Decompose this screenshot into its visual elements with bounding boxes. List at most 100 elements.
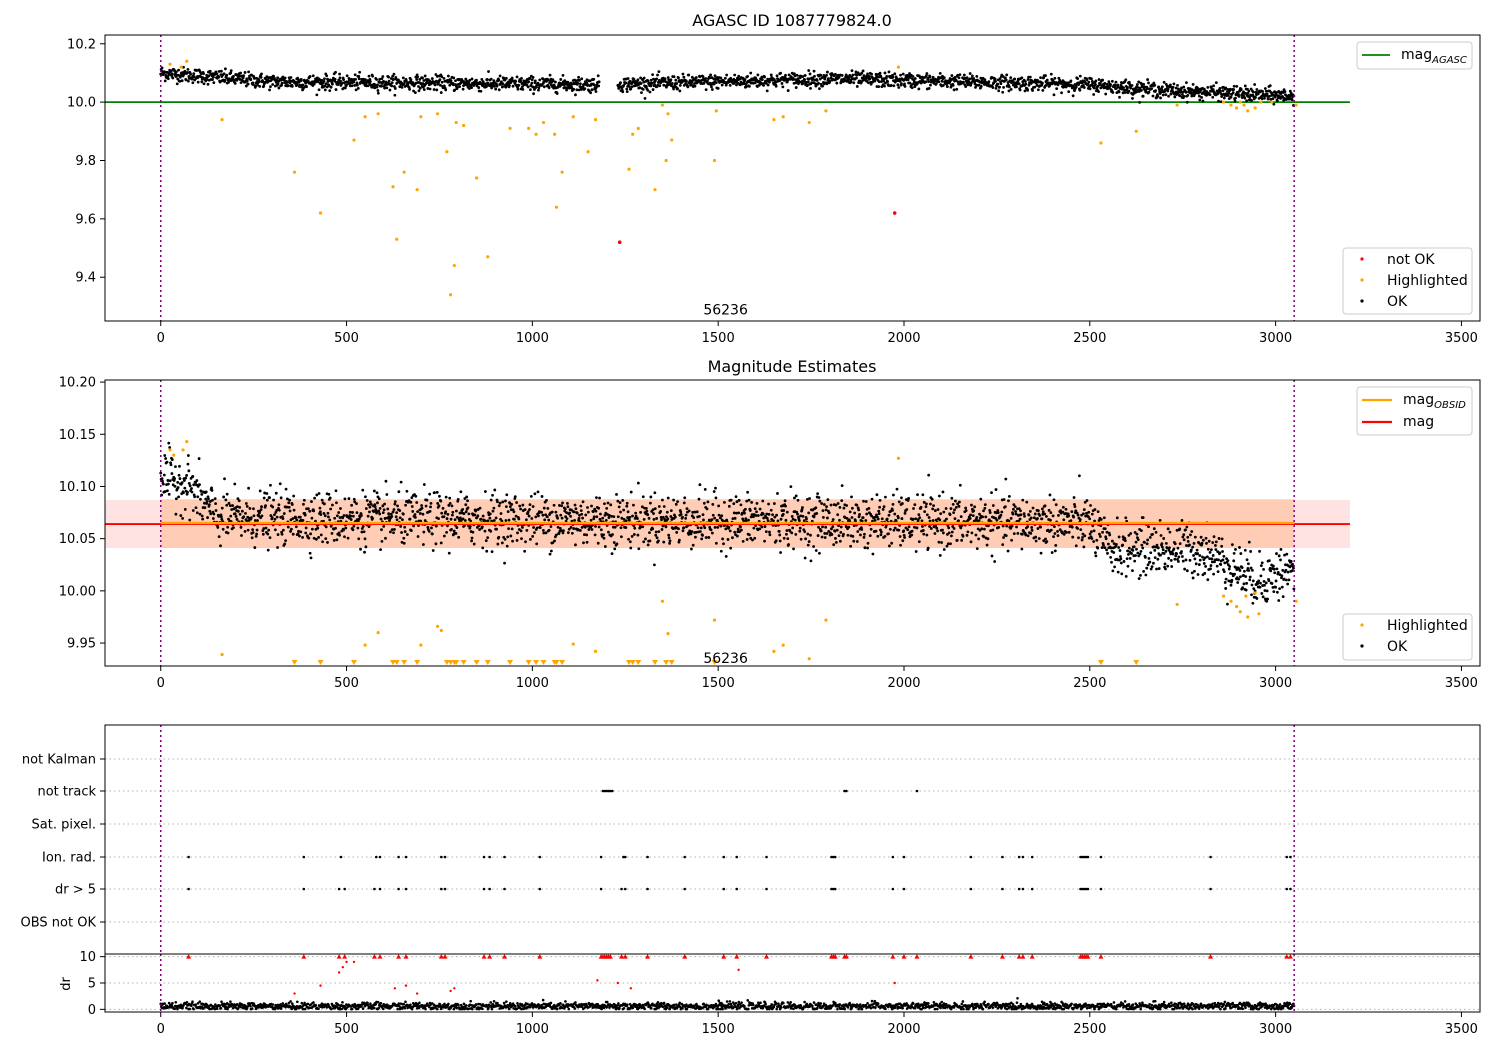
ok-point xyxy=(278,482,282,486)
ok-point xyxy=(701,75,705,78)
ok-point xyxy=(207,503,211,507)
legend-label: Highlighted xyxy=(1387,273,1468,289)
highlighted-point xyxy=(402,170,406,174)
ok-point xyxy=(464,503,468,507)
ok-point xyxy=(1127,89,1131,93)
ok-point xyxy=(778,539,782,543)
ok-point xyxy=(1220,544,1224,548)
ok-point xyxy=(1082,512,1085,516)
ok-point xyxy=(533,79,537,83)
ok-point xyxy=(230,508,234,511)
ok-point xyxy=(962,73,966,77)
ok-point xyxy=(1041,510,1045,514)
ok-point xyxy=(203,506,207,510)
ok-point xyxy=(910,533,914,537)
ok-point xyxy=(835,528,839,532)
ok-point xyxy=(1181,90,1185,94)
ok-point xyxy=(548,552,552,556)
ok-point xyxy=(435,490,439,494)
ok-point xyxy=(334,88,338,91)
ok-point xyxy=(1064,507,1068,511)
ok-point xyxy=(163,490,167,493)
ok-point xyxy=(1290,98,1294,102)
ok-point xyxy=(446,524,449,528)
ok-point xyxy=(703,487,707,491)
ok-point xyxy=(1174,86,1178,90)
ok-point xyxy=(601,516,605,520)
ok-point xyxy=(509,534,513,538)
ok-point xyxy=(882,505,886,508)
ok-point xyxy=(1155,543,1159,547)
highlighted-point xyxy=(415,188,419,192)
ok-point xyxy=(828,79,832,83)
ok-point xyxy=(765,89,769,93)
ok-point xyxy=(1126,564,1130,568)
ok-point xyxy=(260,514,264,518)
ok-point xyxy=(980,527,984,531)
ok-point xyxy=(1147,557,1151,560)
ok-point xyxy=(768,80,771,84)
ok-point xyxy=(1190,88,1194,91)
ok-point xyxy=(606,501,610,505)
ok-point xyxy=(1123,91,1127,94)
ok-point xyxy=(303,513,307,517)
ok-point xyxy=(554,510,558,514)
ok-point xyxy=(796,498,800,502)
ok-point xyxy=(1012,503,1016,507)
ok-point xyxy=(638,86,642,90)
ok-point xyxy=(559,513,563,517)
ok-point xyxy=(842,532,845,536)
ok-point xyxy=(1189,533,1192,537)
ok-point xyxy=(277,508,281,512)
ok-point xyxy=(398,516,402,520)
ok-point xyxy=(863,532,866,536)
ok-point xyxy=(1094,551,1097,555)
ok-point xyxy=(936,529,939,533)
ok-point xyxy=(714,486,717,490)
ok-point xyxy=(733,516,737,520)
panel1-frame xyxy=(104,34,1481,322)
ok-point xyxy=(1007,499,1010,503)
ok-point xyxy=(960,538,964,542)
ok-point xyxy=(959,515,963,519)
ok-point xyxy=(279,78,283,82)
ok-point xyxy=(365,499,369,502)
ok-point xyxy=(884,81,887,85)
ok-point xyxy=(301,536,304,539)
ok-point xyxy=(944,507,948,510)
ok-point xyxy=(1142,82,1146,86)
ok-point xyxy=(719,549,723,553)
ok-point xyxy=(1098,532,1101,536)
highlighted-point xyxy=(1270,100,1274,104)
ok-point xyxy=(1217,558,1220,562)
ok-point xyxy=(927,80,931,83)
ok-point xyxy=(211,517,215,520)
magnitude-estimates-panel: Magnitude Estimates 0 500 1000 1500 2000 2500… xyxy=(59,357,1481,691)
ok-point xyxy=(955,87,959,91)
ok-point xyxy=(351,514,355,518)
ok-point xyxy=(1211,541,1215,544)
ok-point xyxy=(377,510,381,513)
ok-point xyxy=(394,515,398,519)
ok-point xyxy=(795,73,799,77)
ok-point xyxy=(737,511,741,515)
ok-point xyxy=(1111,91,1115,94)
ok-point xyxy=(1065,531,1068,534)
ok-point xyxy=(404,503,407,507)
ok-point xyxy=(694,530,698,534)
ok-point xyxy=(817,81,820,85)
ok-point xyxy=(673,515,677,519)
ok-point xyxy=(739,528,743,532)
ok-point xyxy=(885,517,889,521)
ok-point xyxy=(777,530,781,533)
ok-point xyxy=(535,542,539,546)
ok-point xyxy=(747,84,751,88)
ok-point xyxy=(350,84,354,88)
ok-point xyxy=(186,490,189,494)
ok-point xyxy=(675,82,679,85)
ok-point xyxy=(1204,565,1207,568)
x-tick-label: 3500 xyxy=(1445,331,1478,346)
ok-point xyxy=(405,79,408,83)
ok-point xyxy=(1105,548,1108,552)
ok-point xyxy=(484,85,488,89)
